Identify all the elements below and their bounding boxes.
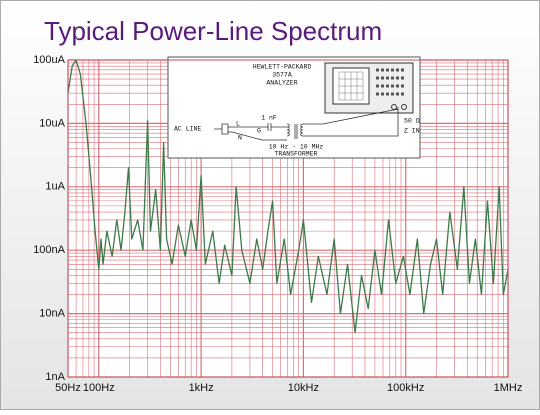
- inset-text: N: [238, 135, 242, 142]
- y-tick-label: 10nA: [39, 308, 65, 320]
- y-tick-label: 1uA: [45, 181, 65, 193]
- inset-text: AC LINE: [174, 126, 201, 133]
- inset-text: 3577A: [272, 72, 292, 79]
- y-tick-label: 10uA: [39, 117, 65, 129]
- y-tick-label: 100uA: [33, 54, 65, 66]
- x-tick-label: 1kHz: [189, 382, 214, 394]
- inset-text: G: [257, 128, 261, 135]
- x-tick-label: 100Hz: [83, 382, 115, 394]
- inset-text: 1 nF: [261, 115, 277, 122]
- x-tick-label: 1MHz: [494, 382, 523, 394]
- inset: HEWLETT-PACKARD 3577A ANALYZER AC LINE L…: [167, 56, 421, 159]
- port: [401, 104, 407, 110]
- inset-text: 10 Hz - 10 MHz: [269, 144, 324, 151]
- inset-text: Z IN: [404, 128, 420, 135]
- plot-frame: [67, 59, 509, 378]
- x-tick-label: 10kHz: [288, 382, 319, 394]
- circuit: [242, 107, 399, 141]
- plug: [214, 123, 263, 141]
- inset-text: 50 Ω: [404, 118, 420, 125]
- x-tick-label: 50Hz: [55, 382, 81, 394]
- inset-text: TRANSFORMER: [275, 151, 318, 158]
- y-tick-label: 1nA: [45, 371, 65, 383]
- inset-text: ANALYZER: [266, 80, 297, 87]
- chart-title: Typical Power-Line Spectrum: [44, 16, 382, 46]
- inset-text: HEWLETT-PACKARD: [253, 64, 312, 71]
- x-tick-label: 100kHz: [387, 382, 424, 394]
- inset-text: L: [236, 121, 240, 128]
- screen-grid: [338, 71, 364, 101]
- spectrum-line: [67, 59, 509, 334]
- y-tick-label: 100nA: [33, 244, 65, 256]
- keys: [376, 68, 406, 96]
